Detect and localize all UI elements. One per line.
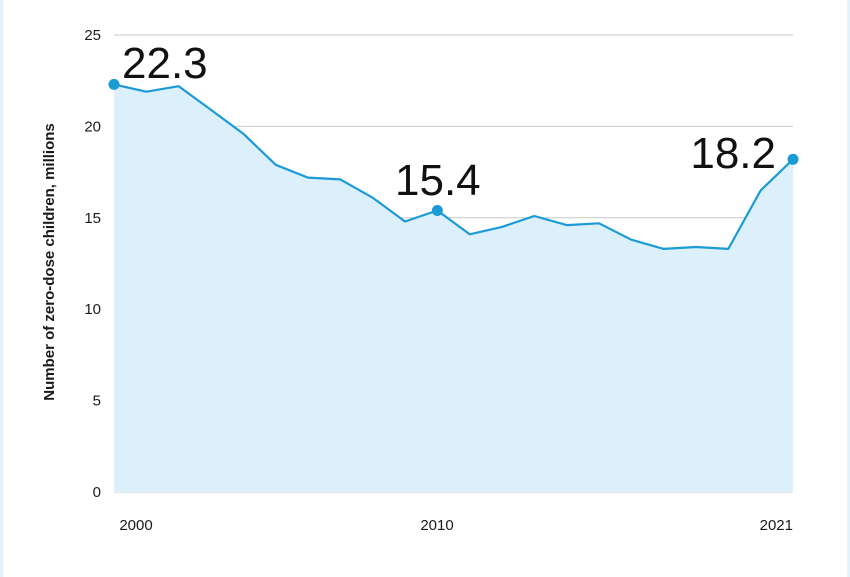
y-axis-ticks: 0 5 10 15 20 25: [84, 27, 101, 501]
annotations: 22.3 15.4 18.2: [108, 39, 799, 216]
data-label-2000: 22.3: [122, 39, 208, 88]
x-axis-ticks: 2000 2010 2021: [119, 517, 793, 534]
y-tick-label-5: 5: [93, 393, 101, 410]
x-tick-label-2000: 2000: [119, 517, 152, 534]
x-tick-label-2021: 2021: [760, 517, 793, 534]
data-label-2010: 15.4: [395, 156, 481, 205]
series-line: [113, 83, 794, 250]
y-tick-label-25: 25: [84, 27, 101, 44]
y-tick-label-10: 10: [84, 301, 101, 318]
data-label-2021: 18.2: [690, 129, 776, 178]
y-tick-label-20: 20: [84, 118, 101, 135]
area-fill: [114, 84, 793, 493]
y-tick-label-15: 15: [84, 210, 101, 227]
y-axis-label: Number of zero-dose children, millions: [41, 123, 58, 401]
data-point-2000: [108, 78, 120, 90]
data-point-2021: [787, 153, 799, 165]
x-tick-label-2010: 2010: [420, 517, 453, 534]
y-tick-label-0: 0: [93, 484, 101, 501]
data-point-2010: [431, 204, 443, 216]
